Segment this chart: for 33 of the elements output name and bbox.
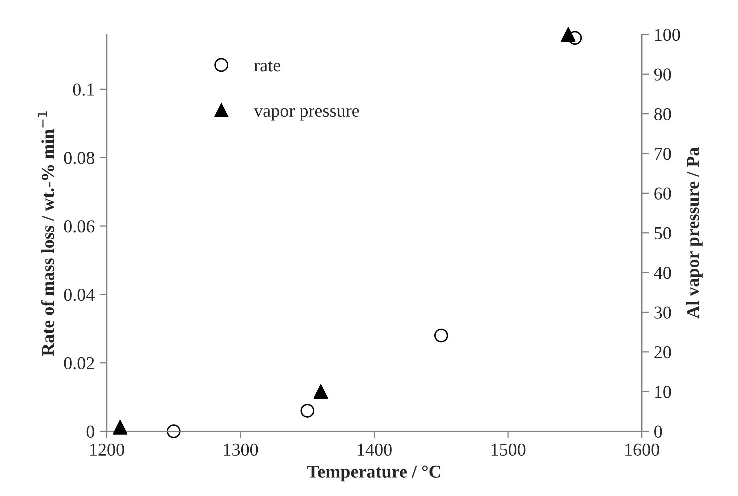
- point: [166, 424, 181, 438]
- point: [561, 27, 576, 42]
- point: [314, 384, 328, 400]
- y2-tick-label: 0: [654, 426, 662, 438]
- y2-tick-label: 50: [654, 227, 672, 240]
- legend-label: rate: [254, 61, 281, 72]
- y-tick-label: 0.06: [64, 220, 95, 233]
- y2-tick-label: 90: [654, 68, 672, 81]
- point: [300, 404, 315, 418]
- y2-tick-label: 80: [654, 108, 672, 121]
- y2-tick-label: 60: [654, 188, 672, 200]
- y2-tick-label: 70: [655, 148, 672, 160]
- y2-tick-label: 40: [654, 267, 672, 280]
- y-axis-title: Rate of mass loss / wt.-% min$^{−1}$: [38, 112, 54, 356]
- x-axis-title: Temperature / °C: [308, 466, 440, 482]
- x-tick-label: 1200: [90, 444, 124, 456]
- y-tick-label: 0: [86, 426, 95, 438]
- y-tick-label: 0.04: [64, 288, 95, 302]
- x-tick-label: 1400: [358, 444, 392, 456]
- y2-tick-label: 100: [655, 28, 680, 42]
- y2-tick-label: 20: [654, 346, 672, 359]
- legend-label: vapor pressure: [254, 108, 360, 121]
- y-tick-label: 0.02: [64, 357, 94, 370]
- y2-tick-label: 10: [655, 386, 672, 398]
- y-tick-label: 0.1: [73, 84, 94, 96]
- x-tick-label: 1500: [492, 444, 526, 456]
- y2-tick-label: 30: [654, 306, 672, 319]
- point: [113, 420, 128, 435]
- y2-axis-title: Al vapor pressure / Pa: [686, 148, 703, 319]
- x-tick-label: 1600: [626, 444, 660, 456]
- point: [434, 328, 448, 343]
- y-tick-label: 0.08: [64, 152, 95, 164]
- x-tick-label: 1300: [224, 444, 258, 456]
